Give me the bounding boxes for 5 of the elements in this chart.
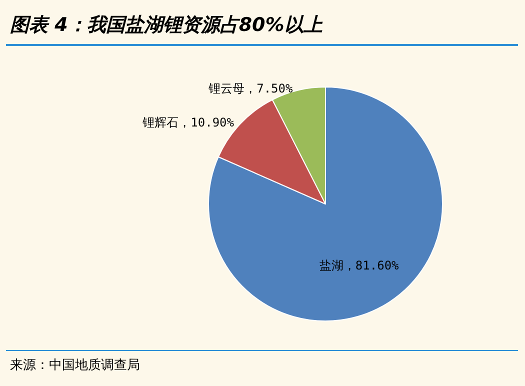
chart-title: 图表 4：我国盐湖锂资源占80%以上 — [10, 13, 322, 38]
slice-label: 盐湖，81.60% — [319, 258, 400, 273]
slice-label: 锂辉石，10.90% — [142, 115, 235, 130]
source-note: 来源：中国地质调查局 — [10, 357, 140, 374]
slice-label: 锂云母，7.50% — [208, 81, 294, 96]
